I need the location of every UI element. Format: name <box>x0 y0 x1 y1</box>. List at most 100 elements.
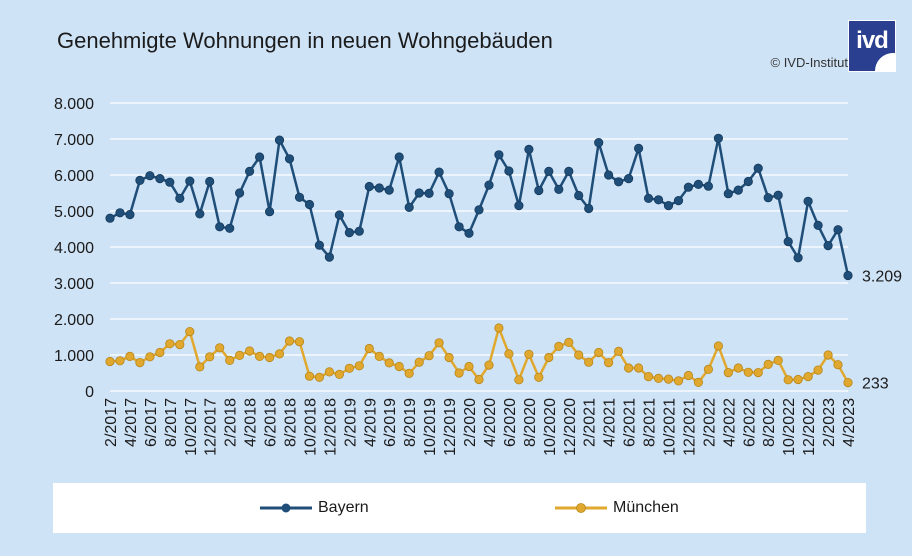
data-point-bayern <box>235 188 245 198</box>
data-point-bayern <box>304 199 315 210</box>
y-tick-label: 1.000 <box>54 348 94 365</box>
data-point-bayern <box>215 222 225 232</box>
data-point-muenchen <box>504 349 514 359</box>
data-point-muenchen <box>135 357 145 368</box>
data-point-bayern <box>404 202 414 212</box>
data-point-bayern <box>544 166 554 176</box>
data-point-bayern <box>155 174 165 184</box>
data-point-muenchen <box>125 351 135 361</box>
data-point-bayern <box>165 177 175 187</box>
x-tick-label: 6/2022 <box>741 398 758 447</box>
data-point-muenchen <box>723 367 733 378</box>
data-point-muenchen <box>394 361 404 372</box>
end-label-bayern: 3.209 <box>862 268 902 285</box>
logo-text: ivd <box>856 27 889 54</box>
data-point-bayern <box>633 143 644 153</box>
data-point-muenchen <box>274 349 285 359</box>
x-tick-label: 12/2021 <box>681 398 698 456</box>
data-point-muenchen <box>434 338 444 348</box>
data-point-bayern <box>125 210 135 220</box>
data-point-muenchen <box>683 370 694 381</box>
data-point-bayern <box>594 138 604 148</box>
data-point-muenchen <box>334 369 344 379</box>
x-tick-label: 2/2019 <box>342 398 359 447</box>
y-tick-label: 0 <box>85 384 94 401</box>
x-tick-label: 6/2020 <box>502 398 519 447</box>
data-point-muenchen <box>494 323 504 333</box>
data-point-bayern <box>723 189 733 199</box>
data-point-muenchen <box>643 371 654 382</box>
data-point-bayern <box>743 176 753 187</box>
data-point-muenchen <box>743 367 753 377</box>
data-point-bayern <box>494 150 504 160</box>
data-point-muenchen <box>663 374 674 384</box>
x-tick-label: 12/2019 <box>442 398 459 456</box>
data-point-bayern <box>454 222 464 232</box>
x-tick-label: 4/2021 <box>602 398 619 447</box>
data-point-bayern <box>534 185 544 196</box>
data-point-muenchen <box>255 351 265 361</box>
data-point-muenchen <box>344 363 354 373</box>
data-point-muenchen <box>464 361 474 372</box>
x-tick-label: 2/2022 <box>701 398 718 447</box>
x-tick-label: 2/2023 <box>821 398 838 447</box>
data-point-bayern <box>843 270 853 281</box>
y-tick-label: 4.000 <box>54 240 94 257</box>
data-point-muenchen <box>205 352 215 362</box>
x-axis-tick-labels: 2/2017 4/2017 6/2017 8/2017 10/2017 12/2017 2/… <box>103 398 858 456</box>
data-point-bayern <box>274 135 285 145</box>
data-point-bayern <box>683 182 694 192</box>
data-point-bayern <box>673 196 684 206</box>
data-point-bayern <box>733 185 743 195</box>
x-tick-label: 12/2017 <box>203 398 220 456</box>
x-tick-label: 4/2018 <box>243 398 260 447</box>
data-point-bayern <box>334 210 344 220</box>
x-tick-label: 6/2017 <box>143 398 160 447</box>
y-axis-tick-labels: 0 1.000 2.000 3.000 4.000 5.000 6.000 7.000 8.00… <box>54 96 94 401</box>
x-tick-label: 4/2017 <box>123 398 140 447</box>
data-point-muenchen <box>404 368 414 378</box>
data-point-muenchen <box>833 360 843 370</box>
x-tick-label: 8/2018 <box>283 398 300 447</box>
data-point-muenchen <box>544 352 554 363</box>
data-point-muenchen <box>304 371 315 381</box>
y-tick-label: 6.000 <box>54 168 94 185</box>
x-tick-label: 8/2017 <box>163 398 180 447</box>
data-point-muenchen <box>284 336 295 346</box>
x-tick-label: 2/2021 <box>582 398 599 447</box>
data-point-bayern <box>135 175 145 185</box>
x-tick-label: 2/2020 <box>462 398 479 447</box>
data-point-muenchen <box>324 367 334 377</box>
ivd-logo: ivd <box>848 20 896 72</box>
data-point-bayern <box>314 240 324 250</box>
muenchen-legend-marker <box>555 503 607 513</box>
data-point-bayern <box>833 225 843 235</box>
data-point-bayern <box>564 166 574 176</box>
x-tick-label: 10/2022 <box>781 398 798 456</box>
data-point-muenchen <box>115 356 125 366</box>
data-point-muenchen <box>793 374 803 385</box>
data-point-bayern <box>524 144 534 154</box>
data-point-bayern <box>653 195 664 205</box>
data-point-bayern <box>753 163 763 173</box>
data-point-muenchen <box>215 343 225 353</box>
data-point-muenchen <box>354 361 364 371</box>
data-point-bayern <box>424 188 434 198</box>
data-point-muenchen <box>235 350 245 360</box>
data-point-muenchen <box>843 377 853 388</box>
data-point-muenchen <box>414 357 424 367</box>
data-point-bayern <box>773 190 783 200</box>
data-point-muenchen <box>165 339 175 349</box>
data-point-bayern <box>514 201 524 211</box>
x-tick-label: 8/2020 <box>522 398 539 447</box>
x-tick-label: 6/2018 <box>263 398 280 447</box>
data-point-bayern <box>823 241 833 251</box>
data-point-bayern <box>554 184 564 194</box>
data-point-muenchen <box>225 355 235 365</box>
x-tick-label: 8/2021 <box>642 398 659 447</box>
line-chart: 0 1.000 2.000 3.000 4.000 5.000 6.000 7.000 8.00… <box>54 96 902 456</box>
x-tick-label: 10/2021 <box>661 398 678 456</box>
x-tick-label: 4/2023 <box>841 398 858 447</box>
x-tick-label: 10/2018 <box>302 398 319 456</box>
x-tick-label: 6/2021 <box>622 398 639 447</box>
